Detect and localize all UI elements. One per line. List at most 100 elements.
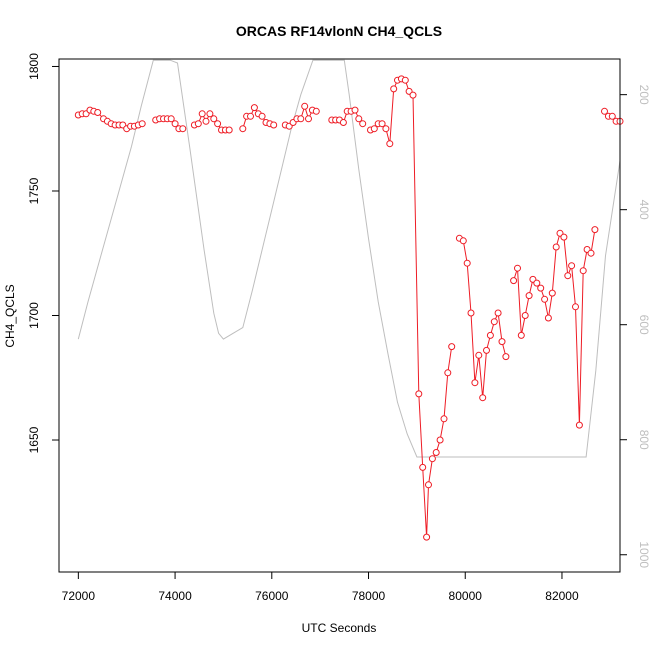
data-point-56 <box>339 119 347 126</box>
data-point-94 <box>494 309 502 317</box>
right-tick-label-200: 200 <box>637 85 650 105</box>
data-point-101 <box>525 292 533 300</box>
data-point-48 <box>297 115 305 123</box>
primary-series-line-8 <box>513 229 596 426</box>
data-point-30 <box>210 115 218 123</box>
right-tick-label-800: 800 <box>637 430 650 450</box>
data-point-99 <box>517 331 525 339</box>
secondary-series-line <box>77 59 620 458</box>
data-point-27 <box>198 110 206 118</box>
data-point-104 <box>537 284 545 292</box>
primary-series-layer <box>74 75 624 541</box>
data-point-76 <box>423 533 431 541</box>
data-point-88 <box>471 379 479 387</box>
data-point-113 <box>572 303 579 311</box>
x-tick-label-82000: 82000 <box>545 589 579 603</box>
data-point-75 <box>419 463 427 471</box>
data-point-43 <box>270 121 278 129</box>
data-point-66 <box>382 125 390 133</box>
data-point-115 <box>579 267 587 275</box>
data-point-37 <box>247 112 254 120</box>
data-point-52 <box>312 107 320 115</box>
data-point-114 <box>575 421 583 429</box>
data-point-21 <box>167 115 175 123</box>
data-point-35 <box>239 125 247 133</box>
data-point-31 <box>214 120 222 128</box>
x-tick-label-74000: 74000 <box>158 589 192 603</box>
data-point-81 <box>440 415 448 423</box>
data-point-110 <box>560 233 568 241</box>
y-tick-label-1650: 1650 <box>27 426 41 453</box>
secondary-series-layer <box>77 59 620 458</box>
x-tick-label-76000: 76000 <box>255 589 289 603</box>
chart-title: ORCAS RF14vlonN CH4_QCLS <box>236 23 442 39</box>
data-point-89 <box>475 351 483 359</box>
data-point-50 <box>305 115 312 123</box>
data-point-97 <box>510 277 518 285</box>
data-point-73 <box>409 91 417 99</box>
data-point-83 <box>448 343 456 351</box>
data-point-29 <box>206 110 214 118</box>
y-tick-label-1800: 1800 <box>27 53 41 80</box>
data-point-111 <box>564 272 572 280</box>
data-point-16 <box>138 120 146 128</box>
data-point-107 <box>548 289 556 297</box>
data-point-95 <box>498 338 506 346</box>
data-point-5 <box>94 109 102 116</box>
data-point-100 <box>521 312 529 319</box>
data-point-63 <box>370 125 378 133</box>
data-point-38 <box>250 104 258 112</box>
data-point-80 <box>436 436 444 444</box>
data-point-65 <box>378 120 386 128</box>
x-axis-label: UTC Seconds <box>302 621 377 635</box>
y-axis: 1650 1700 1750 1800 <box>27 53 60 453</box>
data-point-34 <box>225 126 233 134</box>
data-point-40 <box>258 112 266 120</box>
right-y-axis: 200 400 600 800 1000 <box>619 85 650 568</box>
data-point-24 <box>179 125 187 133</box>
data-point-78 <box>428 455 436 463</box>
data-point-86 <box>463 259 471 267</box>
data-point-74 <box>415 390 423 398</box>
data-point-93 <box>490 318 498 326</box>
data-point-85 <box>459 237 467 245</box>
data-point-96 <box>502 353 510 361</box>
data-point-119 <box>601 107 608 115</box>
data-point-67 <box>386 140 394 148</box>
data-point-79 <box>432 449 440 456</box>
data-point-71 <box>401 76 409 84</box>
x-tick-label-80000: 80000 <box>449 589 483 603</box>
data-point-82 <box>444 369 452 377</box>
data-point-49 <box>301 102 309 110</box>
data-point-112 <box>568 262 576 270</box>
right-tick-label-1000: 1000 <box>637 541 650 568</box>
data-point-105 <box>541 295 549 303</box>
y-axis-label: CH4_QCLS <box>3 284 17 347</box>
data-point-87 <box>467 309 475 317</box>
data-point-103 <box>533 279 541 287</box>
data-point-68 <box>390 85 398 93</box>
data-point-59 <box>351 106 359 114</box>
data-point-91 <box>483 346 490 354</box>
data-point-26 <box>194 120 202 128</box>
x-tick-label-72000: 72000 <box>62 589 96 603</box>
data-point-77 <box>425 481 432 489</box>
data-point-106 <box>544 314 552 322</box>
right-tick-label-600: 600 <box>637 315 650 335</box>
data-point-108 <box>552 243 560 251</box>
x-axis: 72000 74000 76000 78000 80000 82000 <box>62 571 579 603</box>
data-point-117 <box>587 249 595 257</box>
data-point-28 <box>202 117 210 125</box>
data-point-121 <box>608 112 616 120</box>
data-point-92 <box>486 331 494 339</box>
data-point-118 <box>591 226 599 234</box>
data-point-22 <box>171 120 179 128</box>
x-tick-label-78000: 78000 <box>352 589 386 603</box>
data-point-61 <box>359 120 367 128</box>
y-tick-label-1700: 1700 <box>27 302 41 329</box>
y-tick-label-1750: 1750 <box>27 177 41 204</box>
data-point-90 <box>479 394 487 402</box>
right-tick-label-400: 400 <box>637 200 650 220</box>
